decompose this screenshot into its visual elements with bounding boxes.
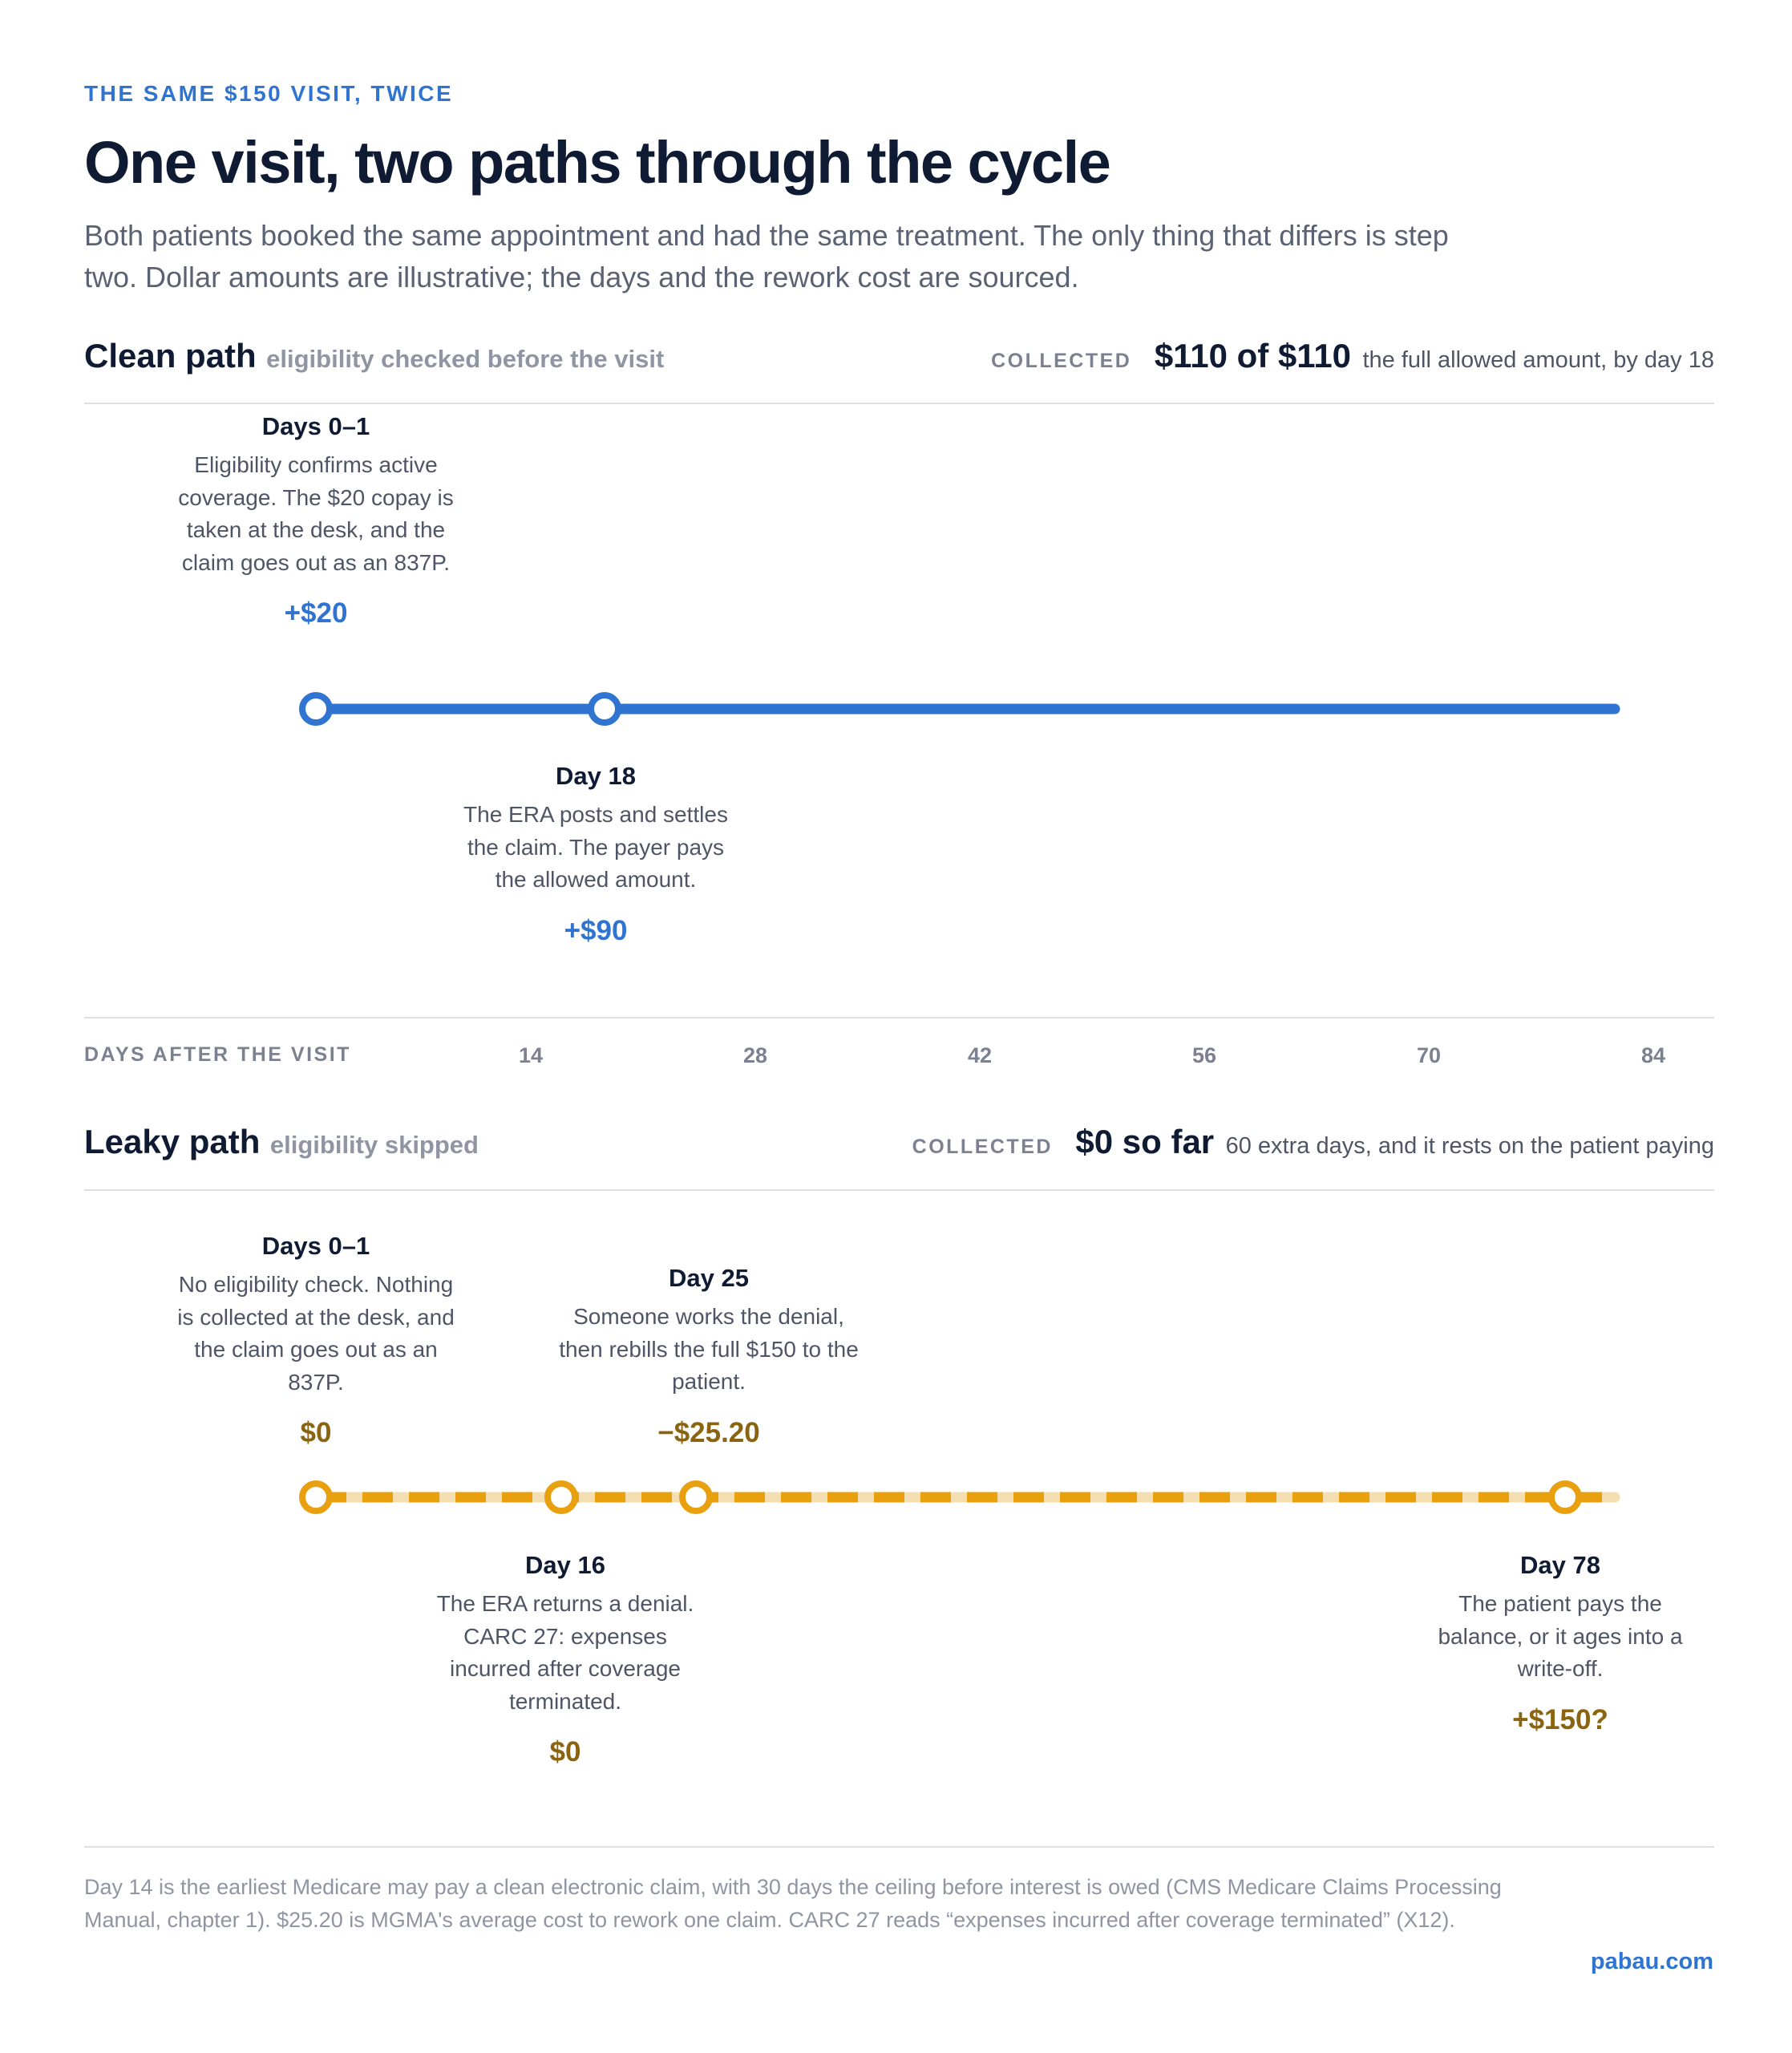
leaky-path-name: Leaky path — [84, 1123, 261, 1160]
clean-collected-summary: COLLECTED $110 of $110 the full allowed … — [991, 337, 1714, 375]
clean-event-day-18: Day 18 The ERA posts and settles the cla… — [427, 760, 764, 948]
leaky-path-subtitle: eligibility skipped — [269, 1131, 479, 1159]
leaky-event-day-78: Day 78 The patient pays the balance, or … — [1392, 1549, 1729, 1737]
axis-tick-70: 70 — [1416, 1043, 1442, 1067]
leaky-event-day-78-amount: +$150? — [1512, 1703, 1608, 1735]
clean-event-day-18-desc: The ERA posts and settles the claim. The… — [463, 802, 728, 892]
axis-tick-42: 42 — [967, 1043, 993, 1067]
leaky-event-day-0-amount: $0 — [300, 1417, 332, 1448]
leaky-path-header: Leaky path eligibility skipped COLLECTED… — [84, 1123, 1714, 1171]
axis-label: DAYS AFTER THE VISIT — [84, 1043, 351, 1066]
clean-event-day-18-amount: +$90 — [564, 914, 628, 946]
axis-divider — [84, 1017, 1714, 1018]
clean-collected-amount: $110 of $110 — [1154, 337, 1352, 375]
leaky-collected-amount: $0 so far — [1075, 1123, 1215, 1160]
leaky-event-day-0-desc: No eligibility check. Nothing is collect… — [177, 1272, 455, 1395]
brand-link[interactable]: pabau.com — [1590, 1949, 1713, 1974]
leaky-event-day-0-label: Days 0–1 — [261, 1232, 370, 1260]
axis-tick-84: 84 — [1640, 1043, 1666, 1067]
leaky-event-day-78-desc: The patient pays the balance, or it ages… — [1438, 1591, 1683, 1681]
page-title: One visit, two paths through the cycle — [84, 129, 1111, 196]
leaky-marker-day-25 — [679, 1480, 713, 1514]
clean-collected-note: the full allowed amount, by day 18 — [1362, 347, 1715, 373]
clean-collected-label: COLLECTED — [991, 350, 1132, 372]
axis-tick-56: 56 — [1191, 1043, 1217, 1067]
clean-event-day-0-amount: +$20 — [284, 597, 348, 629]
clean-path-name: Clean path — [84, 337, 257, 375]
leaky-collected-summary: COLLECTED $0 so far 60 extra days, and i… — [912, 1123, 1714, 1161]
axis-tick-14: 14 — [518, 1043, 544, 1067]
clean-marker-day-0 — [299, 692, 333, 726]
clean-event-day-0-desc: Eligibility confirms active coverage. Th… — [178, 452, 454, 575]
leaky-collected-note: 60 extra days, and it rests on the patie… — [1225, 1133, 1714, 1159]
leaky-event-day-0: Days 0–1 No eligibility check. Nothing i… — [148, 1230, 484, 1450]
clean-path-header: Clean path eligibility checked before th… — [84, 337, 1714, 385]
clean-marker-day-18 — [588, 692, 621, 726]
leaky-event-day-25-label: Day 25 — [669, 1264, 749, 1292]
clean-event-day-0-label: Days 0–1 — [261, 412, 370, 440]
leaky-event-day-16-desc: The ERA returns a denial. CARC 27: expen… — [436, 1591, 694, 1714]
footer-divider — [84, 1846, 1714, 1848]
leaky-header-divider — [84, 1189, 1714, 1191]
eyebrow: THE SAME $150 VISIT, TWICE — [84, 81, 454, 106]
clean-event-day-0: Days 0–1 Eligibility confirms active cov… — [148, 411, 484, 630]
axis-tick-28: 28 — [742, 1043, 768, 1067]
footnote: Day 14 is the earliest Medicare may pay … — [84, 1875, 1502, 1932]
clean-header-divider — [84, 403, 1714, 404]
leaky-event-day-78-label: Day 78 — [1520, 1551, 1600, 1579]
leaky-path-title: Leaky path eligibility skipped — [84, 1123, 479, 1161]
clean-event-day-18-label: Day 18 — [556, 762, 636, 790]
leaky-event-day-25: Day 25 Someone works the denial, then re… — [540, 1262, 877, 1450]
page-subtitle: Both patients booked the same appointmen… — [84, 219, 1449, 294]
clean-path-subtitle: eligibility checked before the visit — [266, 345, 665, 373]
leaky-event-day-16-amount: $0 — [549, 1736, 581, 1768]
clean-path-title: Clean path eligibility checked before th… — [84, 337, 664, 375]
leaky-timeline — [299, 1480, 1620, 1514]
leaky-event-day-16-label: Day 16 — [525, 1551, 605, 1579]
leaky-event-day-25-desc: Someone works the denial, then rebills t… — [559, 1304, 859, 1394]
leaky-collected-label: COLLECTED — [912, 1136, 1053, 1158]
leaky-event-day-25-amount: −$25.20 — [657, 1416, 760, 1448]
leaky-marker-day-16 — [544, 1480, 578, 1514]
leaky-marker-day-0 — [299, 1480, 333, 1514]
clean-timeline — [299, 692, 1620, 726]
leaky-marker-day-78 — [1548, 1480, 1582, 1514]
leaky-event-day-16: Day 16 The ERA returns a denial. CARC 27… — [397, 1549, 734, 1769]
